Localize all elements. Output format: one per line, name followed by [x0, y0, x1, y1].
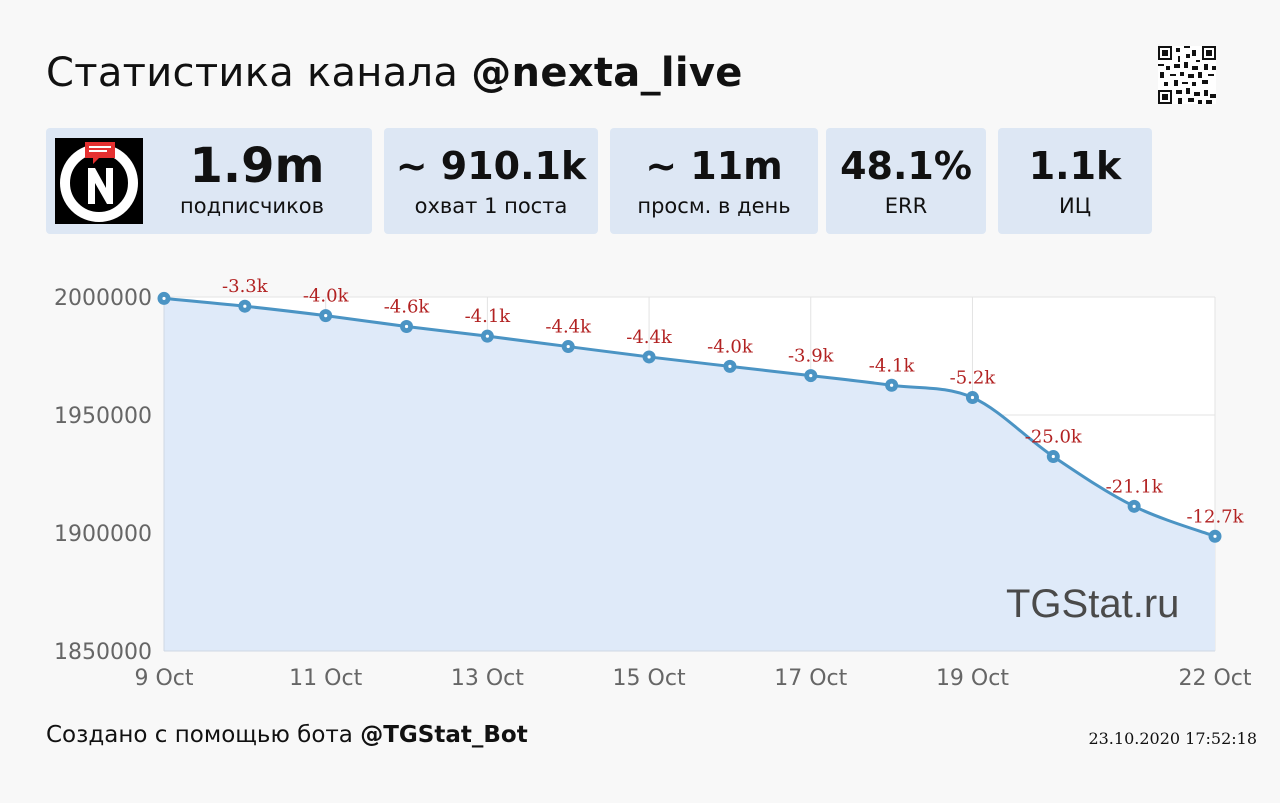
y-tick-label: 2000000	[54, 286, 152, 311]
x-tick-label: 15 Oct	[613, 666, 686, 691]
y-tick-label: 1850000	[54, 640, 152, 665]
data-label: -21.1k	[1106, 476, 1164, 497]
data-label: -3.3k	[222, 276, 269, 297]
stat-card-daily-views: ~ 11m просм. в день	[610, 128, 818, 234]
data-point-center	[243, 304, 247, 308]
series-line	[163, 296, 1216, 538]
x-tick-label: 13 Oct	[451, 666, 524, 691]
data-point-center	[324, 314, 328, 318]
data-label: -4.1k	[869, 355, 916, 376]
data-label: -4.6k	[384, 297, 431, 318]
stat-value: 1.9m	[189, 138, 325, 194]
stat-label: ERR	[884, 194, 928, 218]
y-tick-label: 1950000	[54, 404, 152, 429]
stat-label: подписчиков	[180, 194, 324, 218]
data-label: -4.4k	[545, 317, 592, 338]
stat-label: просм. в день	[637, 194, 791, 218]
stat-value: ~ 910.1k	[395, 144, 587, 188]
stat-label: ИЦ	[1058, 194, 1091, 218]
data-label: -4.0k	[303, 286, 350, 307]
stat-card-ic: 1.1k ИЦ	[998, 128, 1152, 234]
footer-credit: Создано с помощью бота @TGStat_Bot	[46, 722, 528, 748]
data-point-center	[485, 334, 489, 338]
stat-card-err: 48.1% ERR	[826, 128, 986, 234]
data-label: -5.2k	[950, 368, 997, 389]
bot-link[interactable]: @TGStat_Bot	[360, 722, 528, 748]
data-label: -4.0k	[707, 336, 754, 357]
stat-value: 48.1%	[840, 144, 972, 188]
y-tick-label: 1900000	[54, 522, 152, 547]
watermark: TGStat.ru	[1006, 582, 1180, 626]
page-title: Статистика канала @nexta_live	[46, 50, 743, 96]
data-point-center	[1051, 454, 1055, 459]
qr-code-icon	[1158, 46, 1216, 104]
stat-card-subscribers: 1.9m подписчиков	[46, 128, 372, 234]
x-tick-label: 9 Oct	[134, 666, 193, 691]
data-label: -12.7k	[1186, 506, 1244, 527]
data-label: -25.0k	[1025, 427, 1083, 448]
channel-name: @nexta_live	[471, 50, 743, 96]
x-tick-label: 11 Oct	[289, 666, 362, 691]
data-point-center	[890, 383, 894, 387]
data-point-center	[162, 296, 166, 301]
data-label: -4.1k	[465, 306, 512, 327]
series-area	[164, 298, 1215, 651]
footer-prefix: Создано с помощью бота	[46, 722, 361, 748]
data-point-center	[1213, 534, 1217, 538]
data-point-center	[1132, 504, 1136, 508]
data-point-center	[566, 344, 570, 349]
title-prefix: Статистика канала	[46, 50, 472, 96]
stat-label: охват 1 поста	[414, 194, 568, 218]
data-point-center	[728, 364, 732, 368]
data-label: -4.4k	[626, 327, 673, 348]
x-tick-label: 17 Oct	[774, 666, 847, 691]
x-tick-label: 19 Oct	[936, 666, 1009, 691]
x-tick-label: 22 Oct	[1178, 666, 1251, 691]
timestamp: 23.10.2020 17:52:18	[1088, 729, 1257, 748]
stat-value: ~ 11m	[645, 144, 783, 188]
stat-value: 1.1k	[1028, 144, 1122, 188]
data-point-center	[809, 373, 813, 378]
data-point-center	[647, 355, 651, 359]
stat-card-reach: ~ 910.1k охват 1 поста	[384, 128, 598, 234]
nexta-logo-icon	[55, 138, 143, 224]
data-point-center	[404, 324, 409, 329]
data-label: -3.9k	[788, 346, 835, 367]
data-point-center	[970, 395, 975, 400]
